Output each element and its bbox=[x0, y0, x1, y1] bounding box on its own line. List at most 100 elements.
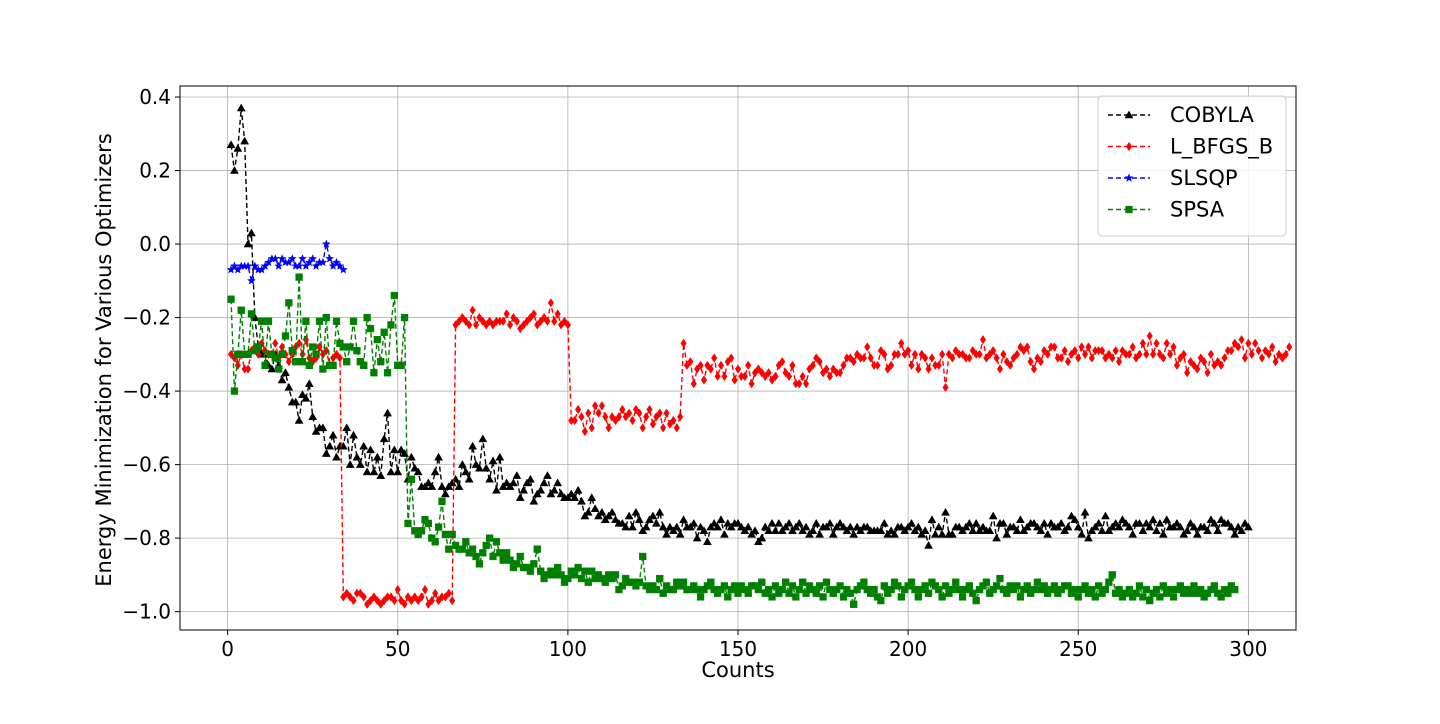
data-point-cobyla bbox=[825, 518, 835, 527]
data-point-spsa bbox=[652, 585, 660, 594]
data-point-spsa bbox=[635, 578, 643, 586]
data-point-spsa bbox=[400, 313, 409, 322]
data-point-cobyla bbox=[641, 522, 651, 531]
data-point-l-bfgs-b bbox=[864, 342, 871, 352]
data-point-spsa bbox=[472, 552, 480, 561]
data-point-cobyla bbox=[359, 441, 369, 450]
data-point-l-bfgs-b bbox=[911, 349, 919, 359]
data-point-l-bfgs-b bbox=[1245, 338, 1252, 348]
data-point-spsa bbox=[992, 582, 1001, 590]
data-point-spsa bbox=[360, 361, 368, 370]
data-point-cobyla bbox=[709, 518, 719, 527]
data-point-spsa bbox=[1050, 582, 1059, 590]
data-point-spsa bbox=[969, 589, 977, 597]
data-point-cobyla bbox=[509, 478, 518, 487]
data-point-spsa bbox=[1081, 582, 1089, 590]
data-point-cobyla bbox=[1199, 522, 1209, 531]
data-point-spsa bbox=[819, 593, 827, 601]
data-point-spsa bbox=[955, 585, 963, 594]
data-point-spsa bbox=[1146, 596, 1154, 605]
data-point-cobyla bbox=[998, 518, 1008, 527]
data-point-cobyla bbox=[1094, 518, 1104, 527]
data-point-cobyla bbox=[770, 526, 780, 535]
data-point-l-bfgs-b bbox=[1129, 342, 1136, 352]
data-point-cobyla bbox=[573, 485, 583, 494]
data-point-spsa bbox=[1169, 593, 1178, 601]
data-point-l-bfgs-b bbox=[979, 334, 987, 345]
data-point-cobyla bbox=[971, 518, 981, 527]
data-point-cobyla bbox=[930, 529, 940, 538]
data-point-cobyla bbox=[369, 467, 379, 476]
data-point-l-bfgs-b bbox=[745, 360, 752, 371]
data-point-spsa bbox=[475, 560, 484, 568]
data-point-spsa bbox=[1064, 582, 1072, 590]
data-point-l-bfgs-b bbox=[898, 338, 905, 348]
data-point-l-bfgs-b bbox=[976, 349, 983, 359]
data-point-cobyla bbox=[468, 441, 478, 450]
data-point-l-bfgs-b bbox=[350, 595, 357, 606]
y-tick-label: 0.2 bbox=[139, 159, 171, 183]
data-point-cobyla bbox=[1182, 526, 1192, 535]
data-point-l-bfgs-b bbox=[1163, 338, 1170, 348]
data-point-cobyla bbox=[1243, 522, 1253, 531]
data-point-spsa bbox=[822, 578, 831, 586]
y-tick-label: 0.0 bbox=[139, 232, 171, 256]
data-point-l-bfgs-b bbox=[1180, 349, 1187, 359]
data-point-l-bfgs-b bbox=[1075, 353, 1082, 363]
data-point-l-bfgs-b bbox=[1170, 342, 1177, 352]
data-point-l-bfgs-b bbox=[639, 423, 646, 433]
data-point-spsa bbox=[1197, 585, 1205, 594]
data-point-cobyla bbox=[481, 463, 491, 472]
data-point-cobyla bbox=[328, 430, 338, 439]
data-point-spsa bbox=[309, 343, 317, 351]
data-point-cobyla bbox=[696, 522, 706, 531]
data-point-cobyla bbox=[277, 375, 287, 384]
data-point-cobyla bbox=[413, 467, 423, 476]
data-point-cobyla bbox=[406, 452, 416, 461]
data-point-cobyla bbox=[907, 518, 916, 527]
data-point-spsa bbox=[921, 582, 929, 590]
y-tick-label: −1.0 bbox=[122, 600, 171, 624]
data-point-cobyla bbox=[934, 522, 944, 531]
data-point-l-bfgs-b bbox=[1051, 342, 1058, 352]
data-point-slsqp bbox=[332, 257, 341, 267]
data-point-spsa bbox=[485, 534, 494, 542]
data-point-spsa bbox=[275, 365, 283, 373]
data-point-cobyla bbox=[968, 526, 978, 535]
data-point-l-bfgs-b bbox=[734, 364, 742, 374]
data-point-l-bfgs-b bbox=[1098, 345, 1106, 356]
data-point-slsqp bbox=[298, 254, 307, 263]
data-point-l-bfgs-b bbox=[1160, 353, 1167, 363]
data-point-spsa bbox=[458, 545, 467, 553]
data-point-cobyla bbox=[692, 533, 702, 542]
data-point-l-bfgs-b bbox=[809, 360, 816, 371]
data-point-l-bfgs-b bbox=[779, 357, 786, 367]
data-point-l-bfgs-b bbox=[802, 379, 810, 389]
data-point-cobyla bbox=[457, 460, 467, 468]
data-point-slsqp bbox=[233, 265, 243, 274]
data-point-l-bfgs-b bbox=[704, 360, 711, 371]
legend-item-slsqp: SLSQP bbox=[1108, 166, 1238, 190]
data-point-spsa bbox=[577, 574, 586, 583]
data-point-spsa bbox=[254, 343, 262, 351]
data-point-spsa bbox=[526, 567, 535, 575]
data-point-cobyla bbox=[835, 518, 845, 527]
data-point-l-bfgs-b bbox=[952, 345, 959, 356]
data-point-cobyla bbox=[1240, 518, 1250, 527]
data-point-cobyla bbox=[515, 493, 525, 501]
data-point-l-bfgs-b bbox=[905, 345, 912, 356]
data-point-spsa bbox=[948, 585, 957, 594]
data-point-l-bfgs-b bbox=[996, 364, 1004, 374]
data-point-cobyla bbox=[488, 456, 498, 465]
data-point-spsa bbox=[792, 593, 800, 601]
data-point-l-bfgs-b bbox=[469, 305, 476, 315]
data-point-spsa bbox=[244, 350, 252, 358]
data-point-spsa bbox=[482, 541, 490, 550]
data-point-spsa bbox=[353, 346, 361, 355]
data-point-l-bfgs-b bbox=[799, 371, 806, 382]
data-point-l-bfgs-b bbox=[445, 588, 452, 598]
data-point-spsa bbox=[315, 317, 324, 325]
data-point-spsa bbox=[557, 571, 565, 579]
data-point-spsa bbox=[312, 350, 320, 358]
data-point-cobyla bbox=[1186, 518, 1195, 527]
